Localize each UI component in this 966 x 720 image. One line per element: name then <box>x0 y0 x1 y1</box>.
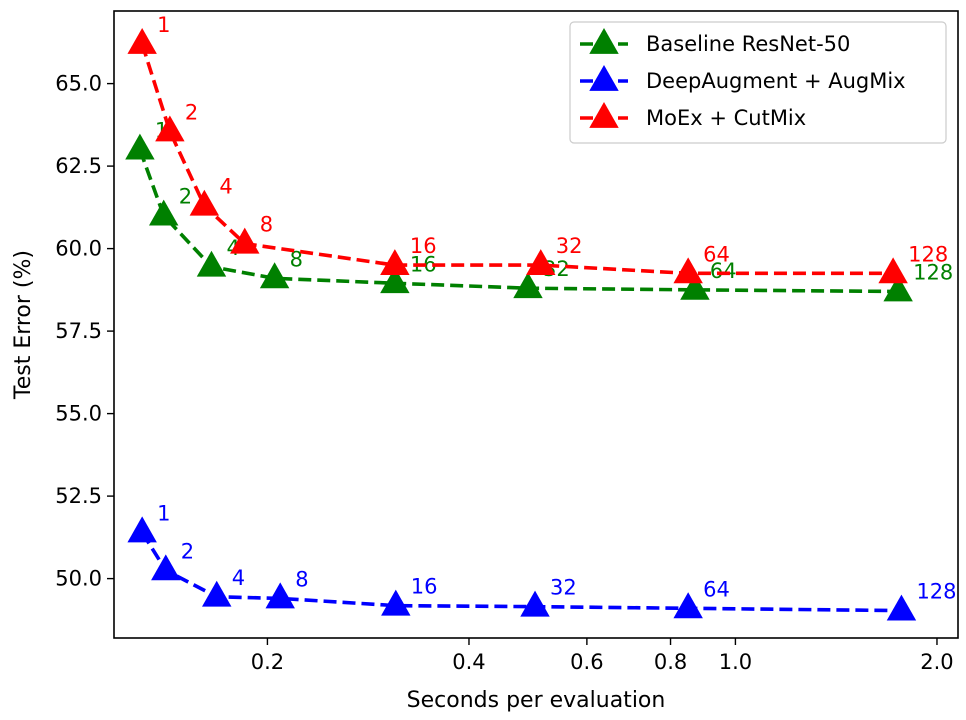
data-point <box>151 554 181 581</box>
data-point <box>680 273 710 300</box>
legend-box <box>569 21 947 144</box>
point-label: 1 <box>157 501 170 525</box>
data-point <box>673 592 703 619</box>
data-point <box>148 199 179 226</box>
y-tick-label: 55.0 <box>55 402 102 426</box>
legend-item: Baseline ResNet-50 <box>580 28 850 56</box>
y-tick-label: 50.0 <box>55 567 102 591</box>
data-point <box>380 249 410 276</box>
data-point <box>526 249 556 276</box>
data-point <box>883 275 913 302</box>
point-label: 32 <box>556 234 583 258</box>
point-label: 128 <box>908 242 948 266</box>
point-label: 8 <box>260 213 273 237</box>
series-line <box>140 531 902 613</box>
legend-label: DeepAugment + AugMix <box>646 69 906 93</box>
data-point <box>230 227 260 254</box>
point-label: 64 <box>710 259 737 283</box>
legend-marker <box>589 28 619 54</box>
point-label: 4 <box>232 566 245 590</box>
axis-ticks: 0.2 0.4 0.6 0.8 1.0 2.0 50.0 52.5 55.0 57.5 60.0 62… <box>55 72 953 674</box>
series-line <box>138 148 899 294</box>
legend-item: DeepAugment + AugMix <box>580 65 906 93</box>
point-label: 2 <box>179 185 192 209</box>
data-point <box>513 272 543 299</box>
legend-label: MoEx + CutMix <box>646 106 806 130</box>
point-label: 2 <box>185 100 198 124</box>
point-label: 8 <box>295 567 308 591</box>
x-tick-label: 0.2 <box>251 650 284 674</box>
data-point <box>381 589 411 616</box>
x-tick-label: 1.0 <box>719 650 752 674</box>
x-tick-label: 0.8 <box>654 650 687 674</box>
data-point <box>202 580 232 607</box>
y-tick-label: 62.5 <box>55 154 102 178</box>
point-label: 16 <box>411 575 438 599</box>
y-axis-label: Test Error (%) <box>11 250 36 400</box>
point-label: 8 <box>290 247 303 271</box>
data-point <box>196 250 227 277</box>
legend-marker <box>589 65 619 91</box>
plot-area: 124816326412812481632641281248163264128 <box>125 13 957 621</box>
legend-item: MoEx + CutMix <box>580 102 806 130</box>
x-tick-label: 2.0 <box>920 650 953 674</box>
point-label: 4 <box>226 236 239 260</box>
point-label: 1 <box>157 13 170 37</box>
data-point <box>259 262 290 289</box>
legend-label: Baseline ResNet-50 <box>646 32 850 56</box>
point-label: 4 <box>219 175 232 199</box>
y-tick-label: 60.0 <box>55 237 102 261</box>
point-label: 64 <box>703 577 730 601</box>
data-point <box>673 257 703 284</box>
series-line <box>140 43 894 276</box>
legend: Baseline ResNet-50 DeepAugment + AugMix Mo… <box>569 21 947 144</box>
x-tick-label: 0.6 <box>570 650 603 674</box>
data-point <box>878 257 908 284</box>
data-point <box>520 590 550 617</box>
point-label: 128 <box>916 580 956 604</box>
point-label: 2 <box>181 539 194 563</box>
data-point <box>886 594 917 621</box>
data-point <box>125 133 155 160</box>
x-tick-label: 0.4 <box>452 650 485 674</box>
data-point <box>265 582 295 609</box>
data-point <box>189 189 220 216</box>
point-label: 16 <box>410 234 437 258</box>
y-tick-label: 65.0 <box>55 72 102 96</box>
legend-marker <box>589 102 619 128</box>
series-deepaugment-augmix: 12 4 8 16 32 64 128 <box>127 501 957 621</box>
point-label: 32 <box>550 576 577 600</box>
x-axis-label: Seconds per evaluation <box>407 688 666 713</box>
y-tick-label: 57.5 <box>55 319 102 343</box>
point-label: 64 <box>703 242 730 266</box>
data-point <box>155 115 185 142</box>
data-point <box>127 28 157 54</box>
plot-frame <box>113 10 959 639</box>
y-tick-label: 52.5 <box>55 484 102 508</box>
data-point <box>127 516 157 543</box>
point-label: 128 <box>913 261 953 285</box>
data-point <box>380 267 410 294</box>
